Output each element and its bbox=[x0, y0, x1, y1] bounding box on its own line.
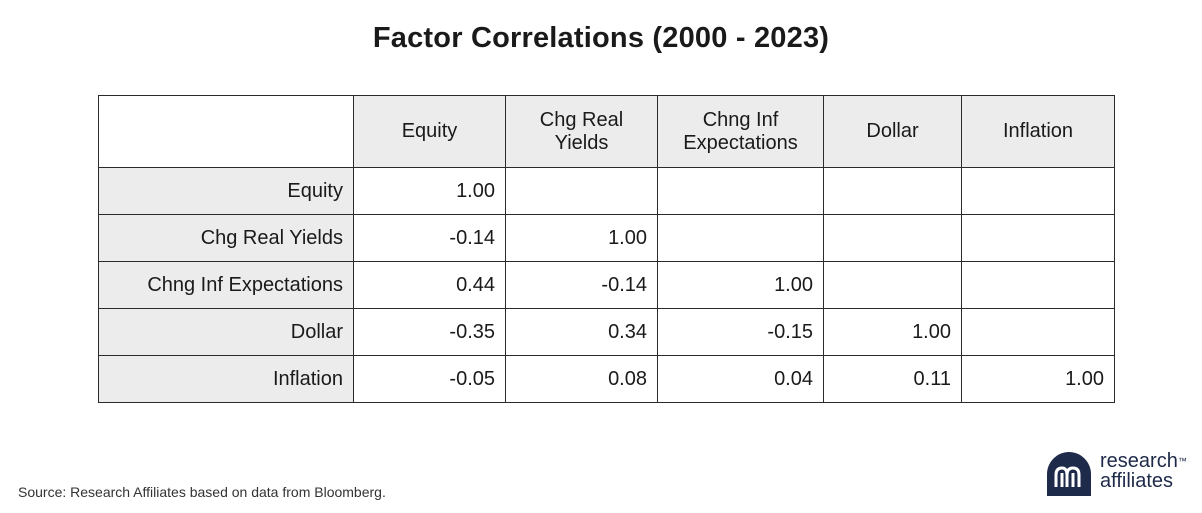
correlation-table: Equity Chg Real Yields Chng Inf Expectatio… bbox=[98, 95, 1115, 403]
row-header-inflation: Inflation bbox=[98, 355, 354, 403]
row-header-chng-inf-expectations: Chng Inf Expectations bbox=[98, 261, 354, 309]
correlation-cell bbox=[823, 167, 962, 215]
column-header-equity: Equity bbox=[353, 95, 506, 168]
logo-badge-icon bbox=[1047, 452, 1091, 496]
column-header-chng-inf-expectations: Chng Inf Expectations bbox=[657, 95, 824, 168]
chart-title: Factor Correlations (2000 - 2023) bbox=[372, 22, 830, 54]
table-row-chg-real-yields: Chg Real Yields -0.14 1.00 bbox=[98, 214, 1115, 262]
research-affiliates-logo: research™ affiliates bbox=[1046, 449, 1196, 499]
correlation-cell: 0.44 bbox=[353, 261, 506, 309]
column-header-chg-real-yields: Chg Real Yields bbox=[505, 95, 658, 168]
logo-word-research: research bbox=[1100, 450, 1178, 472]
correlation-cell: 1.00 bbox=[353, 167, 506, 215]
logo-trademark: ™ bbox=[1177, 456, 1187, 466]
correlation-cell bbox=[505, 167, 658, 215]
correlation-cell bbox=[657, 214, 824, 262]
correlation-cell bbox=[961, 167, 1115, 215]
table-body: Equity 1.00 Chg Real Yields -0.14 1.00 Chng I… bbox=[98, 167, 1115, 403]
correlation-cell bbox=[961, 308, 1115, 356]
logo-wordmark: research™ affiliates bbox=[1100, 451, 1187, 491]
correlation-cell: -0.05 bbox=[353, 355, 506, 403]
table-row-inflation: Inflation -0.05 0.08 0.04 0.11 1.00 bbox=[98, 355, 1115, 403]
correlation-cell bbox=[961, 261, 1115, 309]
correlation-cell: 1.00 bbox=[657, 261, 824, 309]
correlation-cell bbox=[823, 214, 962, 262]
logo-line-2: affiliates bbox=[1100, 470, 1174, 492]
correlation-cell: 0.04 bbox=[657, 355, 824, 403]
correlation-cell: 1.00 bbox=[823, 308, 962, 356]
table-row-equity: Equity 1.00 bbox=[98, 167, 1115, 215]
header-row: Equity Chg Real Yields Chng Inf Expectatio… bbox=[98, 95, 1115, 168]
row-header-dollar: Dollar bbox=[98, 308, 354, 356]
row-header-equity: Equity bbox=[98, 167, 354, 215]
correlation-cell: 0.34 bbox=[505, 308, 658, 356]
correlation-cell: 0.11 bbox=[823, 355, 962, 403]
correlation-cell: -0.14 bbox=[353, 214, 506, 262]
table-row-dollar: Dollar -0.35 0.34 -0.15 1.00 bbox=[98, 308, 1115, 356]
correlation-cell bbox=[657, 167, 824, 215]
row-header-chg-real-yields: Chg Real Yields bbox=[98, 214, 354, 262]
correlation-cell: 1.00 bbox=[505, 214, 658, 262]
correlation-cell: 0.08 bbox=[505, 355, 658, 403]
column-header-inflation: Inflation bbox=[961, 95, 1115, 168]
correlation-cell: -0.35 bbox=[353, 308, 506, 356]
correlation-cell: -0.15 bbox=[657, 308, 824, 356]
table-row-chng-inf-expectations: Chng Inf Expectations 0.44 -0.14 1.00 bbox=[98, 261, 1115, 309]
column-header-dollar: Dollar bbox=[823, 95, 962, 168]
correlation-cell bbox=[961, 214, 1115, 262]
correlation-cell bbox=[823, 261, 962, 309]
logo-line-1: research™ bbox=[1100, 451, 1187, 471]
correlation-cell: -0.14 bbox=[505, 261, 658, 309]
table-corner-cell bbox=[98, 95, 354, 168]
correlation-cell: 1.00 bbox=[961, 355, 1115, 403]
source-note: Source: Research Affiliates based on dat… bbox=[18, 484, 386, 500]
